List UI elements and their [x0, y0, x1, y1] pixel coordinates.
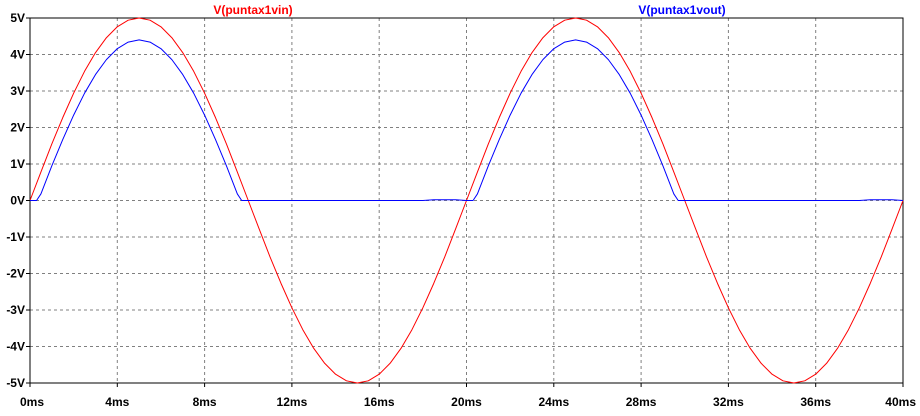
x-tick-label: 28ms	[626, 395, 657, 409]
y-tick-label: 3V	[10, 84, 25, 98]
series-line-vout	[30, 39, 904, 201]
x-tick-label: 24ms	[538, 395, 569, 409]
x-tick-label: 40ms	[885, 395, 916, 409]
y-tick-label: 0V	[10, 194, 25, 208]
x-tick-label: 36ms	[800, 395, 831, 409]
legend-vout: V(puntax1vout)	[638, 3, 725, 17]
legend-vin: V(puntax1vin)	[213, 3, 292, 17]
y-tick-label: 5V	[10, 11, 25, 25]
series-group	[29, 17, 904, 384]
y-tick-label: -5V	[6, 376, 25, 390]
y-tick-label: 2V	[10, 121, 25, 135]
y-tick-label: 1V	[10, 157, 25, 171]
y-axis-ticks: 5V 4V 3V 2V 1V 0V -1V -2V -3V -4V -5V	[6, 11, 30, 390]
x-tick-label: 0ms	[20, 395, 44, 409]
y-tick-label: -1V	[6, 230, 25, 244]
x-tick-label: 12ms	[277, 395, 308, 409]
x-tick-label: 16ms	[364, 395, 395, 409]
x-tick-label: 8ms	[193, 395, 217, 409]
y-tick-label: 4V	[10, 48, 25, 62]
x-axis-ticks: 0ms 4ms 8ms 12ms 16ms 20ms 24ms 28ms 32ms 36ms 40m…	[20, 383, 916, 409]
x-tick-label: 20ms	[451, 395, 482, 409]
legend: V(puntax1vin) V(puntax1vout)	[213, 3, 725, 17]
x-tick-label: 4ms	[105, 395, 129, 409]
y-tick-label: -4V	[6, 340, 25, 354]
y-tick-label: -2V	[6, 267, 25, 281]
x-tick-label: 32ms	[713, 395, 744, 409]
y-tick-label: -3V	[6, 303, 25, 317]
